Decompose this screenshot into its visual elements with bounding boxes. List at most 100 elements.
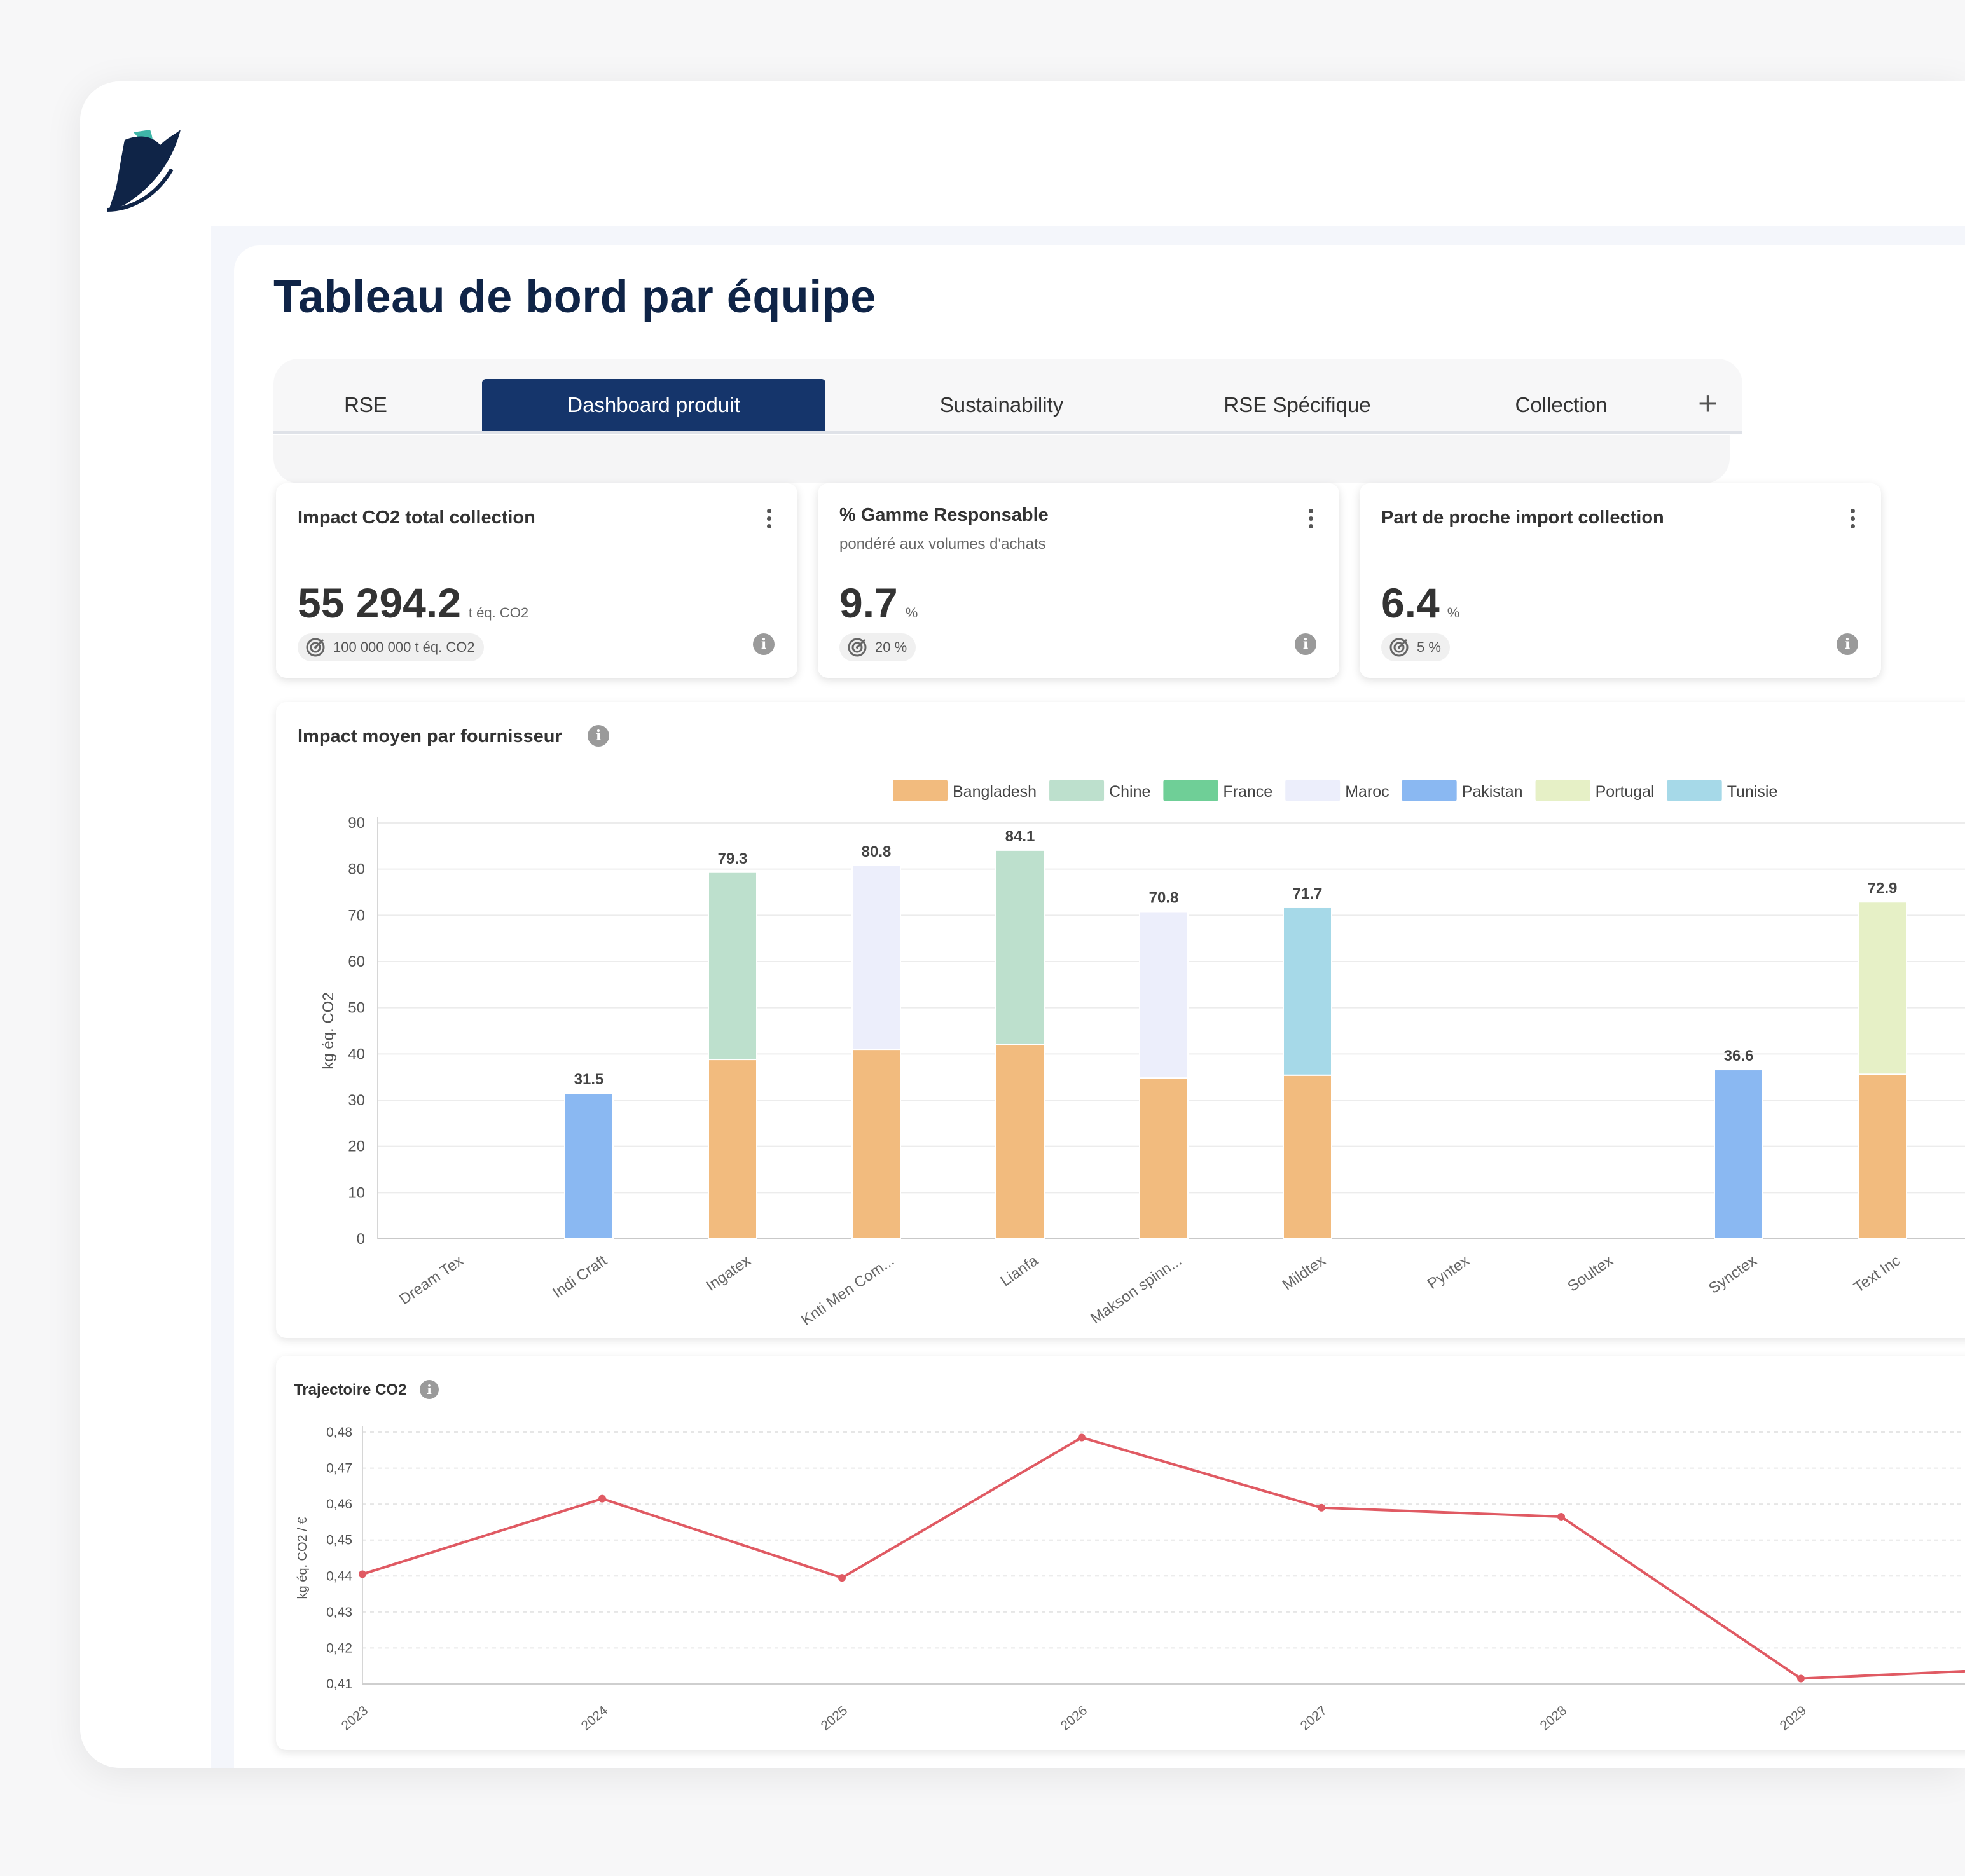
y-tick-label-5: 50 [348, 1000, 365, 1017]
tab-rse[interactable]: RSE [344, 393, 387, 417]
line-y-tick-1: 0,42 [326, 1641, 352, 1655]
bar-2-1 [708, 871, 757, 1061]
target-icon [306, 638, 325, 657]
x-tick-label-2: Ingatex [703, 1252, 754, 1295]
bar-6-0 [1283, 1074, 1332, 1239]
target-icon [1389, 638, 1409, 657]
y-tick-label-3: 30 [348, 1092, 365, 1109]
bar-total-label-1: 31.5 [574, 1071, 604, 1088]
legend-swatch-1 [1049, 780, 1105, 801]
y-tick-label-6: 60 [348, 953, 365, 970]
legend-label-5: Portugal [1596, 783, 1655, 801]
kpi-value: 55 294.2 t éq. CO2 [298, 579, 528, 627]
line-point-0 [359, 1570, 366, 1578]
x-tick-label-5: Makson spinn... [1087, 1252, 1185, 1328]
line-point-4 [1318, 1503, 1325, 1512]
line-x-tick-0: 2023 [339, 1703, 371, 1734]
info-icon[interactable]: i [753, 633, 775, 655]
target-icon [848, 638, 867, 657]
y-axis-label: kg éq. CO2 [320, 992, 337, 1069]
legend-label-6: Tunisie [1727, 783, 1778, 801]
bar-total-label-3: 80.8 [862, 843, 892, 860]
tab-rse-specifique[interactable]: RSE Spécifique [1224, 393, 1371, 417]
kpi-card-proche-import: Part de proche import collection 6.4% 5 … [1360, 483, 1881, 678]
line-x-tick-4: 2027 [1298, 1703, 1330, 1734]
y-tick-label-9: 90 [348, 815, 365, 832]
kpi-number: 9.7 [839, 579, 898, 626]
stacked-bar-chart: Bangladesh Chine France Maroc Pakistan Portug… [320, 780, 1965, 1329]
line-y-tick-3: 0,44 [326, 1569, 352, 1583]
line-x-tick-2: 2025 [818, 1703, 851, 1734]
bar-total-label-5: 70.8 [1149, 890, 1179, 907]
tab-bar: RSE Dashboard produit Sustainability RSE… [273, 359, 1742, 434]
tab-dashboard-produit[interactable]: Dashboard produit [482, 379, 825, 431]
brand-logo-icon[interactable] [106, 130, 188, 212]
bar-3-0 [852, 1049, 901, 1239]
legend-label-4: Pakistan [1462, 783, 1523, 801]
legend-label-0: Bangladesh [953, 783, 1037, 801]
bar-total-label-2: 79.3 [718, 850, 748, 867]
y-tick-label-4: 40 [348, 1045, 365, 1063]
co2-trajectory-line [362, 1436, 1965, 1680]
tab-sub-bar [273, 435, 1730, 483]
kpi-card-impact-co2: Impact CO2 total collection 55 294.2 t éq… [276, 483, 797, 678]
line-x-tick-3: 2026 [1058, 1703, 1091, 1734]
main-area: Tableau de bord par équipe RSE Dashboard… [211, 226, 1965, 1768]
bar-total-label-6: 71.7 [1293, 885, 1323, 902]
x-tick-label-10: Text Inc [1851, 1252, 1903, 1297]
info-icon[interactable]: i [588, 725, 609, 747]
kpi-target-value: 20 % [875, 639, 907, 655]
y-tick-label-7: 70 [348, 907, 365, 924]
bar-total-label-10: 72.9 [1868, 879, 1898, 897]
y-tick-label-0: 0 [357, 1231, 365, 1248]
info-icon[interactable]: i [420, 1380, 439, 1399]
x-tick-label-7: Pyntex [1424, 1252, 1473, 1293]
x-tick-label-9: Synctex [1706, 1252, 1760, 1297]
kebab-menu-icon[interactable] [1309, 509, 1314, 529]
kpi-value: 6.4% [1381, 579, 1459, 627]
add-tab-plus-icon[interactable]: + [1698, 384, 1718, 422]
kpi-number: 6.4 [1381, 579, 1440, 626]
legend-swatch-0 [893, 780, 948, 801]
info-icon[interactable]: i [1295, 633, 1316, 655]
kpi-value: 9.7% [839, 579, 918, 627]
bar-9-4 [1714, 1069, 1763, 1239]
legend-swatch-5 [1535, 780, 1590, 801]
kebab-menu-icon[interactable] [1851, 509, 1856, 529]
bar-5-3 [1139, 911, 1189, 1079]
x-tick-label-3: Knti Men Com... [798, 1252, 897, 1329]
legend-swatch-3 [1285, 780, 1341, 801]
bar-chart-title: Impact moyen par fournisseur [298, 726, 562, 747]
kpi-unit: t éq. CO2 [468, 605, 529, 621]
kpi-card-gamme-responsable: % Gamme Responsable pondéré aux volumes … [818, 483, 1339, 678]
kebab-menu-icon[interactable] [767, 509, 772, 529]
page-title: Tableau de bord par équipe [273, 272, 876, 322]
app-window: Tableau de bord par équipe RSE Dashboard… [80, 81, 1965, 1768]
kpi-target-value: 5 % [1417, 639, 1441, 655]
tab-sustainability[interactable]: Sustainability [939, 393, 1064, 417]
legend-swatch-2 [1163, 780, 1218, 801]
x-tick-label-4: Lianfa [997, 1252, 1042, 1290]
bar-3-3 [852, 864, 901, 1051]
x-tick-label-1: Indi Craft [549, 1252, 610, 1302]
legend-label-3: Maroc [1345, 783, 1389, 801]
line-chart-panel: Trajectoire CO2 i 0,41 0,42 0,43 0,44 0,45 0,… [276, 1356, 1965, 1750]
bar-2-0 [708, 1059, 757, 1239]
line-point-3 [1078, 1433, 1086, 1442]
info-icon[interactable]: i [1837, 633, 1858, 655]
kpi-target-value: 100 000 000 t éq. CO2 [333, 639, 475, 655]
line-y-tick-6: 0,47 [326, 1461, 352, 1476]
line-point-5 [1557, 1512, 1565, 1521]
legend-swatch-6 [1667, 780, 1722, 801]
kpi-unit: % [905, 605, 918, 621]
line-x-tick-1: 2024 [579, 1703, 611, 1734]
kpi-number: 55 294.2 [298, 579, 461, 626]
top-bar [211, 81, 1965, 226]
legend-label-1: Chine [1109, 783, 1150, 801]
y-tick-label-8: 80 [348, 861, 365, 878]
y-tick-label-2: 20 [348, 1138, 365, 1155]
tab-collection[interactable]: Collection [1515, 393, 1608, 417]
kpi-subtitle: pondéré aux volumes d'achats [839, 535, 1046, 553]
line-point-6 [1797, 1674, 1805, 1683]
bar-10-5 [1858, 901, 1907, 1075]
